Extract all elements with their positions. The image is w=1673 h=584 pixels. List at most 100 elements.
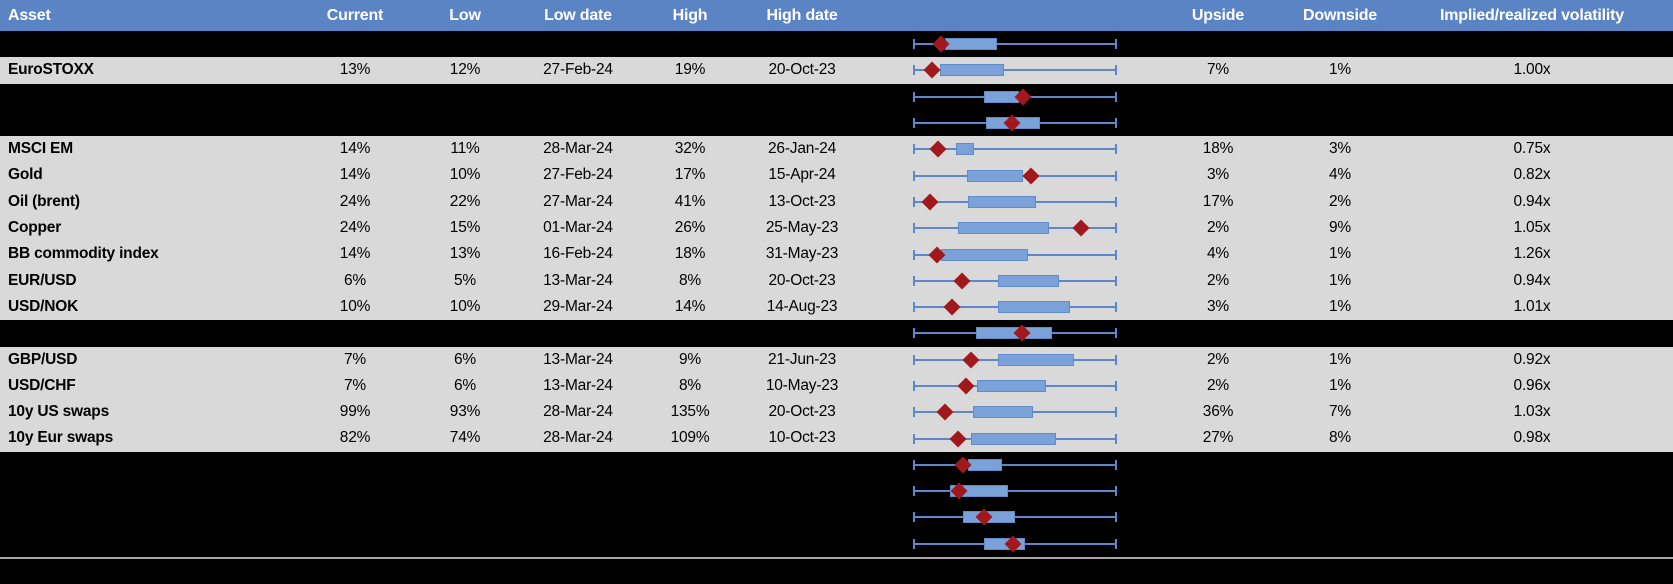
current-vol-cell: 7%	[343, 376, 366, 394]
whisker-right-cap	[1115, 538, 1117, 549]
current-vol-cell: 6%	[343, 271, 366, 289]
low-date-cell: 13-Mar-24	[543, 376, 613, 394]
current-level-diamond-icon	[953, 272, 971, 290]
implied-realized-cell	[1412, 452, 1652, 478]
range-boxplot	[913, 347, 1117, 373]
table-row: EuroSTOXX 13% 12% 27-Feb-24 19% 20-Oct-2…	[0, 57, 1673, 84]
downside-cell	[1280, 320, 1400, 346]
upside-cell	[1158, 478, 1278, 504]
current-vol-cell	[295, 31, 415, 57]
table-row	[0, 109, 1673, 137]
downside-cell: 3%	[1328, 140, 1351, 158]
range-box	[967, 169, 1023, 182]
range-box	[957, 222, 1049, 235]
high-vol-cell	[630, 31, 750, 57]
current-vol-cell	[295, 452, 415, 478]
asset-name-cell	[8, 110, 288, 136]
range-boxplot	[913, 452, 1117, 478]
whisker-left-cap	[913, 302, 915, 313]
whisker-right-cap	[1115, 118, 1117, 129]
implied-realized-cell: 1.26x	[1513, 245, 1551, 263]
low-date-cell: 27-Mar-24	[543, 192, 613, 210]
implied-realized-cell: 0.75x	[1513, 140, 1551, 158]
range-boxplot	[913, 31, 1117, 57]
col-header-asset: Asset	[8, 7, 51, 24]
current-level-diamond-icon	[949, 430, 967, 448]
low-vol-cell: 13%	[449, 245, 481, 263]
bottom-separator-line	[0, 557, 1673, 559]
high-vol-cell: 26%	[674, 219, 706, 237]
col-header-upside: Upside	[1191, 7, 1245, 24]
downside-cell	[1280, 110, 1400, 136]
downside-cell: 9%	[1328, 219, 1351, 237]
low-vol-cell	[405, 84, 525, 110]
high-vol-cell: 8%	[678, 376, 701, 394]
low-date-cell	[513, 320, 643, 346]
whisker-right-cap	[1115, 65, 1117, 76]
current-level-diamond-icon	[957, 377, 975, 395]
low-vol-cell	[405, 531, 525, 557]
implied-realized-cell: 0.82x	[1513, 166, 1551, 184]
current-vol-cell: 13%	[339, 61, 371, 79]
low-date-cell: 29-Mar-24	[543, 297, 613, 315]
table-row: Copper 24% 15% 01-Mar-24 26% 25-May-23 2…	[0, 215, 1673, 242]
col-header-implied-realized-volatility: Implied/realized volatility	[1440, 7, 1624, 24]
current-vol-cell	[295, 531, 415, 557]
asset-name-cell: EUR/USD	[8, 271, 77, 289]
high-vol-cell: 109%	[670, 429, 710, 447]
low-vol-cell: 22%	[449, 192, 481, 210]
whisker-right-cap	[1115, 170, 1117, 181]
implied-realized-cell	[1412, 504, 1652, 530]
asset-name-cell	[8, 31, 288, 57]
current-vol-cell: 10%	[339, 297, 371, 315]
high-date-cell: 21-Jun-23	[768, 350, 836, 368]
low-date-cell: 28-Mar-24	[543, 429, 613, 447]
asset-name-cell	[8, 320, 288, 346]
high-vol-cell: 18%	[674, 245, 706, 263]
table-row	[0, 31, 1673, 58]
upside-cell	[1158, 84, 1278, 110]
upside-cell	[1158, 110, 1278, 136]
downside-cell: 1%	[1328, 297, 1351, 315]
implied-realized-cell: 1.03x	[1513, 403, 1551, 421]
low-date-cell	[513, 31, 643, 57]
high-vol-cell: 17%	[674, 166, 706, 184]
upside-cell: 4%	[1206, 245, 1229, 263]
implied-realized-cell	[1412, 531, 1652, 557]
col-header-low-date: Low date	[544, 7, 612, 24]
low-vol-cell	[405, 504, 525, 530]
col-header-current: Current	[326, 7, 384, 24]
whisker-right-cap	[1115, 249, 1117, 260]
asset-name-cell: Gold	[8, 166, 43, 184]
low-vol-cell: 6%	[453, 376, 476, 394]
asset-name-cell	[8, 504, 288, 530]
range-box	[998, 353, 1074, 366]
whisker-line	[913, 516, 1117, 519]
table-row	[0, 504, 1673, 531]
low-vol-cell: 10%	[449, 297, 481, 315]
whisker-right-cap	[1115, 91, 1117, 102]
implied-realized-cell	[1412, 31, 1652, 57]
current-level-diamond-icon	[1022, 167, 1040, 185]
range-boxplot	[913, 57, 1117, 83]
whisker-right-cap	[1115, 223, 1117, 234]
implied-realized-cell	[1412, 320, 1652, 346]
current-level-diamond-icon	[936, 403, 954, 421]
low-vol-cell: 15%	[449, 219, 481, 237]
low-date-cell	[513, 452, 643, 478]
implied-realized-cell: 0.94x	[1513, 271, 1551, 289]
whisker-left-cap	[913, 486, 915, 497]
asset-name-cell: Copper	[8, 219, 62, 237]
range-box	[956, 143, 974, 156]
high-date-cell: 14-Aug-23	[766, 297, 838, 315]
table-row: 10y Eur swaps 82% 74% 28-Mar-24 109% 10-…	[0, 425, 1673, 452]
downside-cell: 8%	[1328, 429, 1351, 447]
downside-cell	[1280, 84, 1400, 110]
whisker-right-cap	[1115, 196, 1117, 207]
low-vol-cell	[405, 31, 525, 57]
whisker-left-cap	[913, 223, 915, 234]
implied-realized-cell	[1412, 110, 1652, 136]
table-row	[0, 478, 1673, 505]
current-vol-cell	[295, 110, 415, 136]
current-vol-cell: 24%	[339, 192, 371, 210]
